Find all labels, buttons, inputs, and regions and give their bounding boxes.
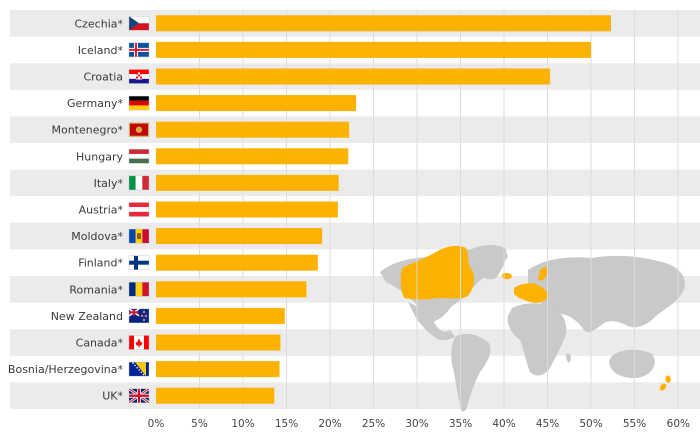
bar-romania	[156, 281, 307, 298]
x-tick-label: 25%	[362, 418, 385, 430]
category-labels: Czechia* Iceland* Croatia Germany* Montenegr…	[8, 17, 124, 402]
bar-uk	[156, 387, 275, 404]
bar-canada	[156, 334, 281, 351]
row-stripe	[10, 329, 700, 356]
moldova-flag-icon	[128, 228, 150, 244]
category-label: New Zealand	[51, 310, 123, 323]
row-stripe	[10, 222, 700, 250]
category-label: Italy*	[94, 177, 124, 190]
x-tick-label: 10%	[231, 418, 254, 430]
canada-flag-icon	[128, 335, 150, 350]
world-map-icon	[380, 244, 685, 412]
category-label: Bosnia/Herzegovina*	[8, 363, 124, 376]
x-tick-label: 20%	[318, 418, 341, 430]
category-label: Canada*	[76, 337, 124, 350]
category-label: Moldova*	[71, 230, 123, 243]
category-label: Austria*	[79, 204, 124, 217]
category-label: UK*	[102, 390, 123, 403]
bosnia-herzegovina-flag-icon	[128, 361, 150, 377]
x-tick-label: 15%	[275, 418, 298, 430]
row-stripe	[10, 116, 700, 143]
category-label: Montenegro*	[51, 124, 123, 137]
bar-iceland	[156, 41, 591, 58]
flags	[128, 16, 150, 404]
x-tick-label: 60%	[667, 418, 690, 430]
czechia-flag-icon	[128, 16, 150, 31]
category-label: Hungary	[76, 150, 123, 163]
new-zealand-flag-icon	[128, 308, 150, 324]
category-label: Czechia*	[74, 17, 123, 30]
x-tick-label: 5%	[191, 418, 208, 430]
x-tick-label: 55%	[623, 418, 646, 430]
hungary-flag-icon	[128, 149, 150, 164]
x-tick-label: 45%	[536, 418, 559, 430]
bar-italy	[156, 174, 339, 191]
x-tick-label: 35%	[449, 418, 472, 430]
x-tick-label: 50%	[579, 418, 602, 430]
category-label: Croatia	[83, 71, 123, 84]
bar-germany	[156, 95, 357, 112]
bars	[156, 15, 612, 404]
x-tick-label: 30%	[405, 418, 428, 430]
montenegro-flag-icon	[128, 122, 150, 137]
category-label: Germany*	[67, 97, 124, 110]
row-stripe	[10, 169, 700, 197]
bar-new-zealand	[156, 307, 285, 324]
italy-flag-icon	[128, 175, 150, 191]
bar-croatia	[156, 68, 551, 85]
germany-flag-icon	[128, 95, 150, 111]
category-label: Romania*	[69, 283, 123, 296]
x-tick-label: 40%	[492, 418, 515, 430]
romania-flag-icon	[128, 282, 150, 297]
finland-flag-icon	[128, 255, 150, 270]
austria-flag-icon	[128, 202, 150, 217]
bar-moldova	[156, 228, 323, 245]
croatia-flag-icon	[128, 69, 150, 84]
bar-finland	[156, 254, 318, 271]
bar-czechia	[156, 15, 612, 32]
bar-austria	[156, 201, 338, 218]
bar-hungary	[156, 148, 349, 165]
bar-montenegro	[156, 121, 350, 138]
bar-bosnia-herzegovina	[156, 361, 280, 378]
row-stripe	[10, 382, 700, 409]
category-label: Finland*	[78, 257, 123, 270]
x-tick-labels: 0% 5% 10% 15% 20% 25% 30% 35% 40% 45% 50% 55% 60%	[148, 418, 690, 430]
category-label: Iceland*	[78, 44, 124, 57]
iceland-flag-icon	[128, 42, 150, 58]
x-tick-label: 0%	[148, 418, 165, 430]
uk-flag-icon	[128, 387, 150, 404]
